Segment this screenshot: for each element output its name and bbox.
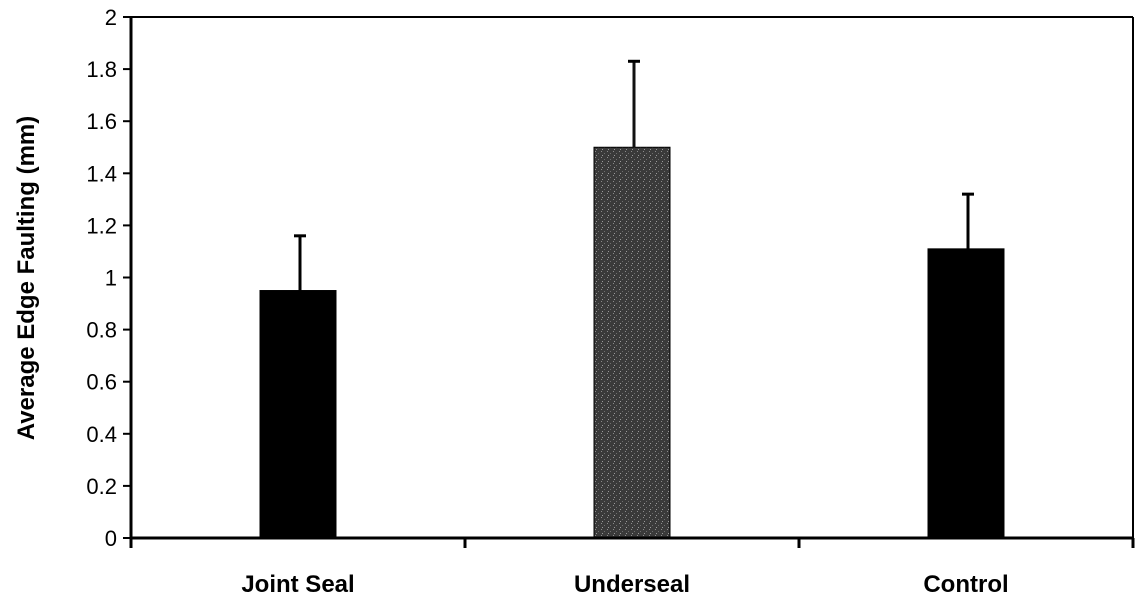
bar-control: [927, 248, 1005, 539]
y-tick-label: 0.8: [86, 318, 117, 343]
y-tick-label: 1.2: [86, 213, 117, 238]
y-tick-label: 0: [105, 526, 117, 551]
y-tick-label: 1.8: [86, 57, 117, 82]
x-axis: Joint Seal Underseal Control: [129, 536, 1135, 598]
bars-group: [259, 146, 1005, 539]
y-tick-label: 2: [105, 5, 117, 30]
y-axis: 0 0.2 0.4 0.6 0.8 1 1.2 1.4 1.6 1.8 2: [86, 5, 133, 551]
y-tick-label: 0.4: [86, 422, 117, 447]
y-tick-label: 1.6: [86, 109, 117, 134]
error-bars-group: [294, 59, 974, 291]
y-axis-title: Average Edge Faulting (mm): [13, 116, 40, 441]
x-category-label: Joint Seal: [241, 571, 354, 598]
x-category-label: Underseal: [574, 571, 690, 598]
y-tick-label: 1.4: [86, 161, 117, 186]
bar-joint-seal: [259, 290, 337, 539]
bar-underseal: [593, 146, 671, 539]
y-tick-label: 0.2: [86, 474, 117, 499]
x-category-label: Control: [923, 571, 1008, 598]
y-tick-label: 0.6: [86, 370, 117, 395]
y-tick-label: 1: [105, 266, 117, 291]
plot-frame: [131, 16, 1134, 538]
